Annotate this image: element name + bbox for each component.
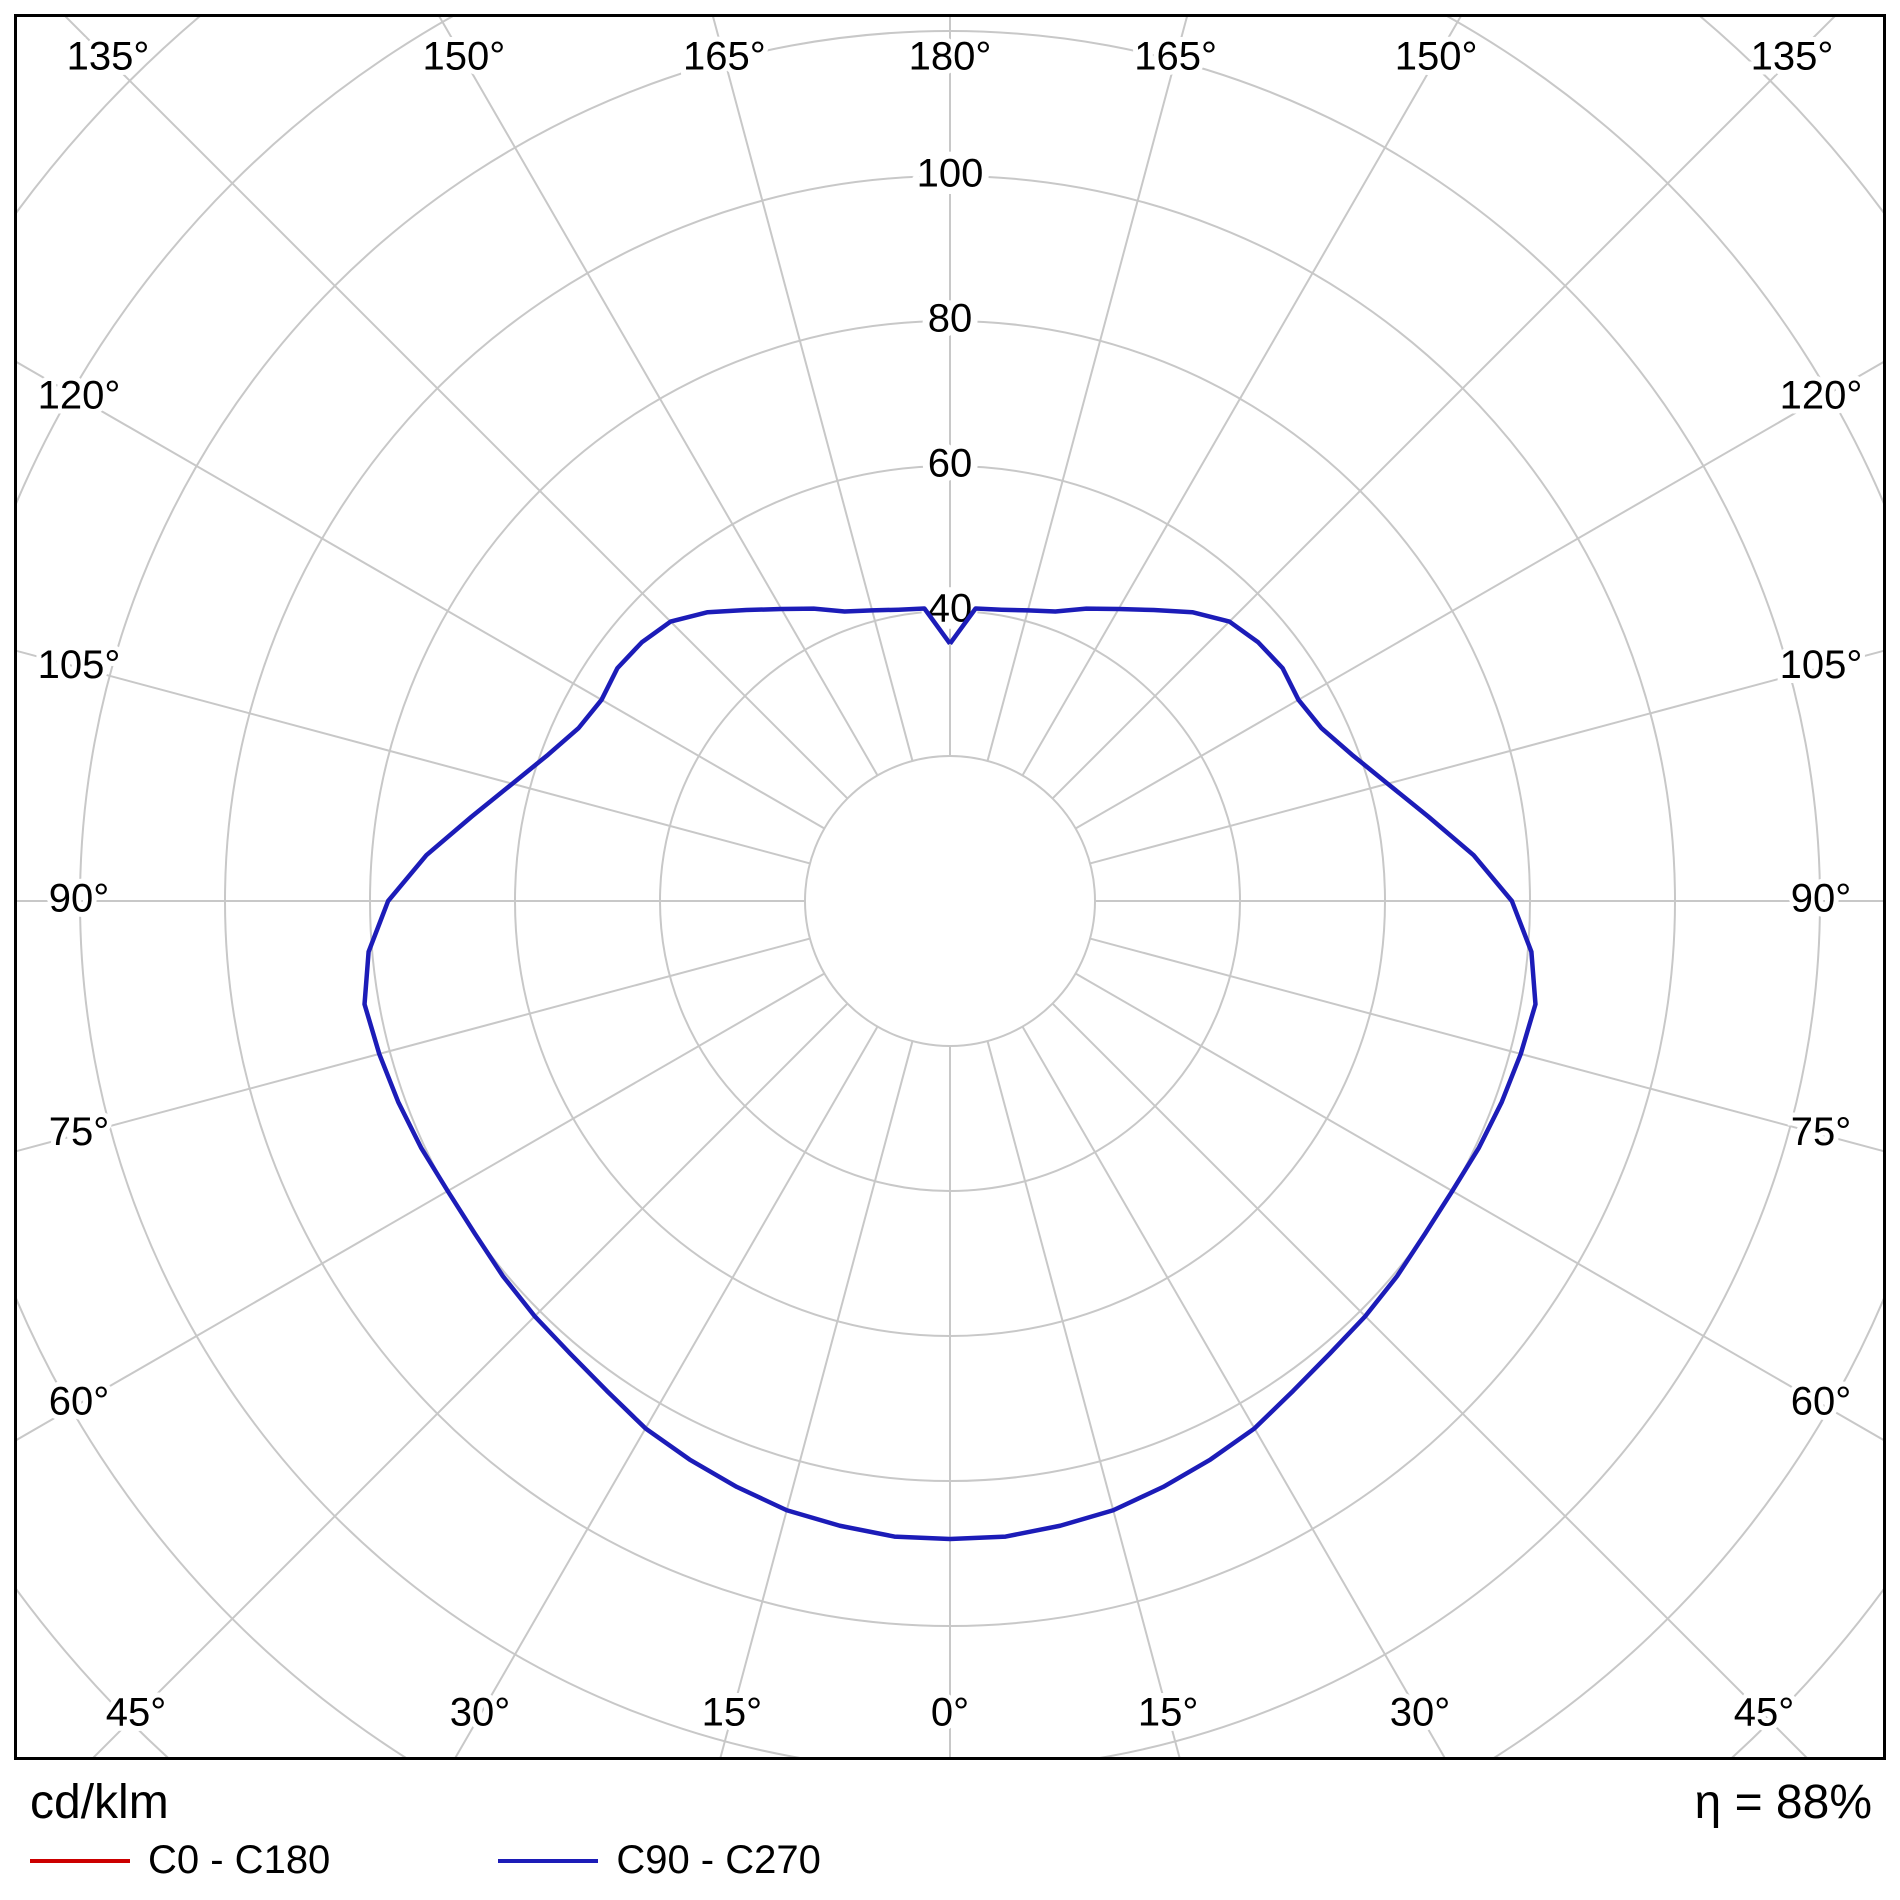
angle-label: 165° [683,35,766,79]
angle-label: 60° [49,1379,110,1423]
angle-label: 105° [1780,643,1863,687]
polar-ray [92,1002,849,1757]
angle-label: 15° [702,1691,763,1735]
ring-label: 80 [928,297,973,341]
angle-label: 165° [1134,35,1217,79]
polar-ray [454,1026,879,1757]
polar-ray [719,1040,914,1757]
polar-ray [438,17,879,776]
polar-ray [17,937,811,1153]
angle-label: 0° [931,1691,969,1735]
angle-label: 180° [909,35,992,79]
footer-labels: cd/klm η = 88% [30,1775,1872,1830]
angle-label: 120° [1780,374,1863,418]
efficiency-label: η = 88% [1694,1776,1872,1829]
ring-label: 60 [928,442,973,486]
polar-ring [804,755,1096,1047]
angle-label: 120° [38,374,121,418]
polar-ray [1021,17,1462,776]
polar-ray [1021,1026,1446,1757]
unit-label: cd/klm [30,1776,169,1829]
polar-ray [1051,1002,1808,1757]
angle-label: 75° [1791,1110,1852,1154]
angle-label: 135° [67,35,150,79]
c90-c270-curve [362,606,1538,1542]
polar-ray [64,17,849,800]
polar-ray [1089,937,1883,1153]
angle-label: 90° [1791,877,1852,921]
angle-label: 105° [38,643,121,687]
photometric-diagram: 0° 15° 30° 45° 60° 75° 90° 105° 120° 135° 150° 165°… [14,14,1886,1760]
polar-ray [1051,17,1836,800]
polar-chart: 0° 15° 30° 45° 60° 75° 90° 105° 120° 135° 150° 165°… [17,17,1883,1757]
legend-label-c0-c180: C0 - C180 [148,1838,331,1882]
angle-label: 45° [1734,1691,1795,1735]
angle-label: 90° [49,877,110,921]
angle-label: 150° [1395,35,1478,79]
figure-footer: cd/klm η = 88% C0 - C180 C90 - C270 [30,1775,1872,1883]
angle-label: 30° [1390,1691,1451,1735]
polar-ray [17,972,825,1441]
angle-label: 75° [49,1110,110,1154]
c0-c180-line-swatch [30,1858,130,1863]
polar-ray [1075,361,1883,830]
angle-label: 60° [1791,1379,1852,1423]
angle-label: 45° [106,1691,167,1735]
angle-label: 135° [1751,35,1834,79]
ring-label: 100 [917,152,984,196]
polar-ray [712,17,914,762]
polar-ray [17,361,825,830]
polar-ray [1089,649,1883,865]
angle-label: 150° [423,35,506,79]
polar-ray [1075,972,1883,1441]
angle-label: 30° [450,1691,511,1735]
legend: C0 - C180 C90 - C270 [30,1838,1872,1883]
legend-item-c90-c270: C90 - C270 [498,1838,821,1883]
angle-label: 15° [1138,1691,1199,1735]
legend-label-c90-c270: C90 - C270 [616,1838,821,1882]
polar-ray [986,17,1188,762]
legend-item-c0-c180: C0 - C180 [30,1838,330,1883]
polar-ray [986,1040,1181,1757]
c90-c270-line-swatch [498,1858,599,1863]
polar-ray [17,649,811,865]
